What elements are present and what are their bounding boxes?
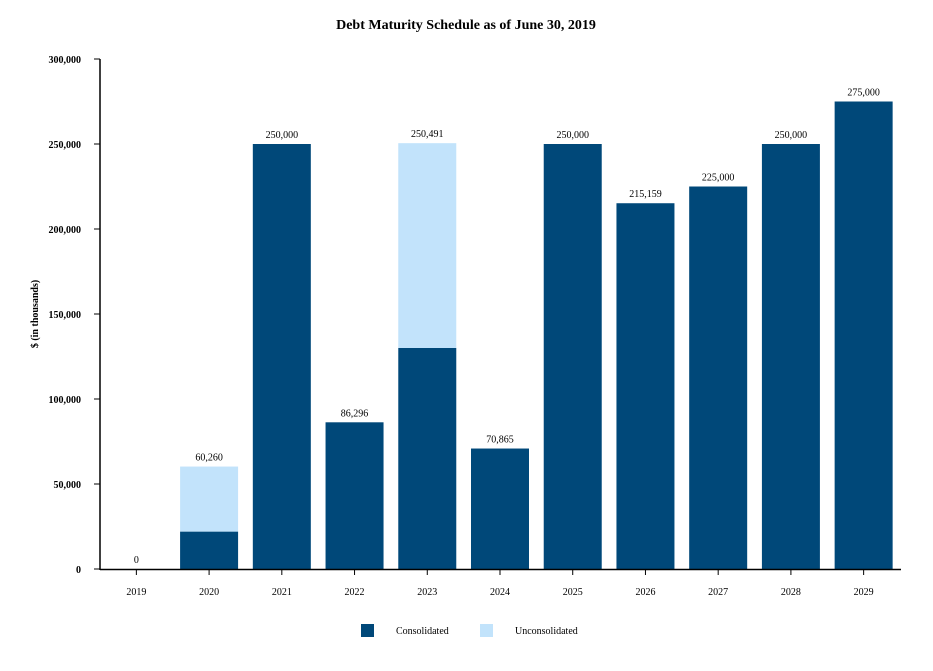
y-tick-label: 300,000 (49, 55, 82, 66)
data-label-2021: 250,000 (266, 130, 299, 141)
bar-consolidated-2025 (543, 144, 602, 569)
x-tick-label: 2019 (126, 587, 146, 598)
bar-consolidated-2021 (252, 144, 311, 569)
legend-label-unconsolidated: Unconsolidated (515, 626, 578, 637)
data-label-2019: 0 (134, 555, 139, 566)
data-label-2028: 250,000 (775, 130, 808, 141)
x-tick-label: 2029 (854, 587, 874, 598)
legend-swatch-unconsolidated (480, 624, 493, 637)
data-label-2023: 250,491 (411, 129, 444, 140)
x-tick-label: 2026 (635, 587, 655, 598)
data-label-2025: 250,000 (556, 130, 589, 141)
x-tick-label: 2020 (199, 587, 219, 598)
x-tick-label: 2027 (708, 587, 728, 598)
y-tick-label: 150,000 (49, 310, 82, 321)
bar-unconsolidated-2020 (180, 466, 239, 532)
legend: Consolidated Unconsolidated (361, 624, 578, 637)
data-label-2029: 275,000 (847, 88, 880, 99)
y-tick-label: 250,000 (49, 140, 82, 151)
x-tick-label: 2021 (272, 587, 292, 598)
bar-unconsolidated-2023 (398, 143, 457, 348)
data-label-2022: 86,296 (341, 408, 369, 419)
x-tick-label: 2024 (490, 587, 510, 598)
y-tick-label: 200,000 (49, 225, 82, 236)
bar-consolidated-2020 (180, 531, 239, 569)
data-label-2020: 60,260 (195, 453, 223, 464)
y-tick-label: 50,000 (54, 480, 82, 491)
bar-consolidated-2028 (761, 144, 820, 569)
x-tick-label: 2028 (781, 587, 801, 598)
data-label-2026: 215,159 (629, 189, 662, 200)
y-axis-label: $ (in thousands) (30, 280, 41, 348)
x-tick-label: 2025 (563, 587, 583, 598)
bar-consolidated-2026 (616, 203, 675, 569)
data-label-2027: 225,000 (702, 173, 735, 184)
legend-label-consolidated: Consolidated (396, 626, 449, 637)
chart-title: Debt Maturity Schedule as of June 30, 20… (336, 18, 596, 33)
y-tick-label: 0 (76, 565, 81, 576)
bar-consolidated-2023 (398, 348, 457, 569)
x-tick-label: 2022 (345, 587, 365, 598)
legend-swatch-consolidated (361, 624, 374, 637)
data-label-2024: 70,865 (486, 435, 514, 446)
bar-consolidated-2022 (325, 422, 384, 569)
x-tick-label: 2023 (417, 587, 437, 598)
bar-consolidated-2029 (834, 101, 893, 569)
y-tick-label: 100,000 (49, 395, 82, 406)
bar-consolidated-2024 (471, 448, 529, 569)
bar-consolidated-2027 (689, 186, 748, 569)
